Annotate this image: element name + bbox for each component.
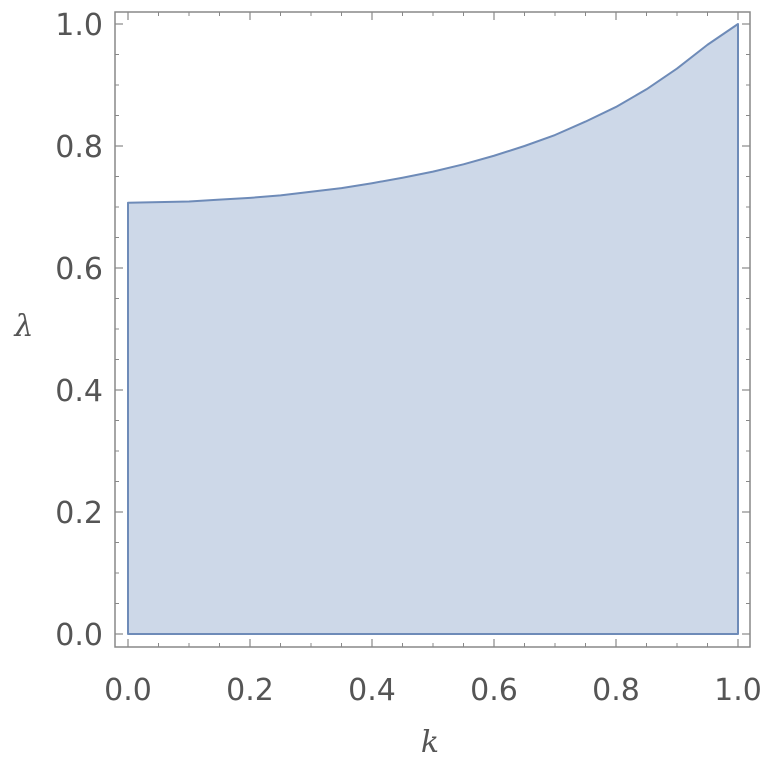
plot-area: [127, 23, 739, 635]
x-tick-label: 0.4: [348, 673, 396, 708]
x-axis-ticks: 0.0 0.2 0.4 0.6 0.8 1.0: [104, 12, 762, 708]
x-tick-label: 0.8: [592, 673, 640, 708]
x-tick-label: 0.6: [470, 673, 518, 708]
y-tick-label: 1.0: [55, 8, 103, 43]
y-tick-label: 0.4: [55, 374, 103, 409]
y-axis-label: λ: [13, 309, 33, 344]
region-area: [127, 23, 739, 635]
y-tick-label: 0.2: [55, 496, 103, 531]
y-axis-ticks: 0.0 0.2 0.4 0.6 0.8 1.0: [55, 8, 750, 653]
y-tick-label: 0.8: [55, 130, 103, 165]
x-tick-label: 0.0: [104, 673, 152, 708]
y-tick-label: 0.6: [55, 252, 103, 287]
x-tick-label: 1.0: [714, 673, 762, 708]
x-axis-label: k: [421, 725, 439, 760]
x-tick-label: 0.2: [226, 673, 274, 708]
y-tick-label: 0.0: [55, 618, 103, 653]
